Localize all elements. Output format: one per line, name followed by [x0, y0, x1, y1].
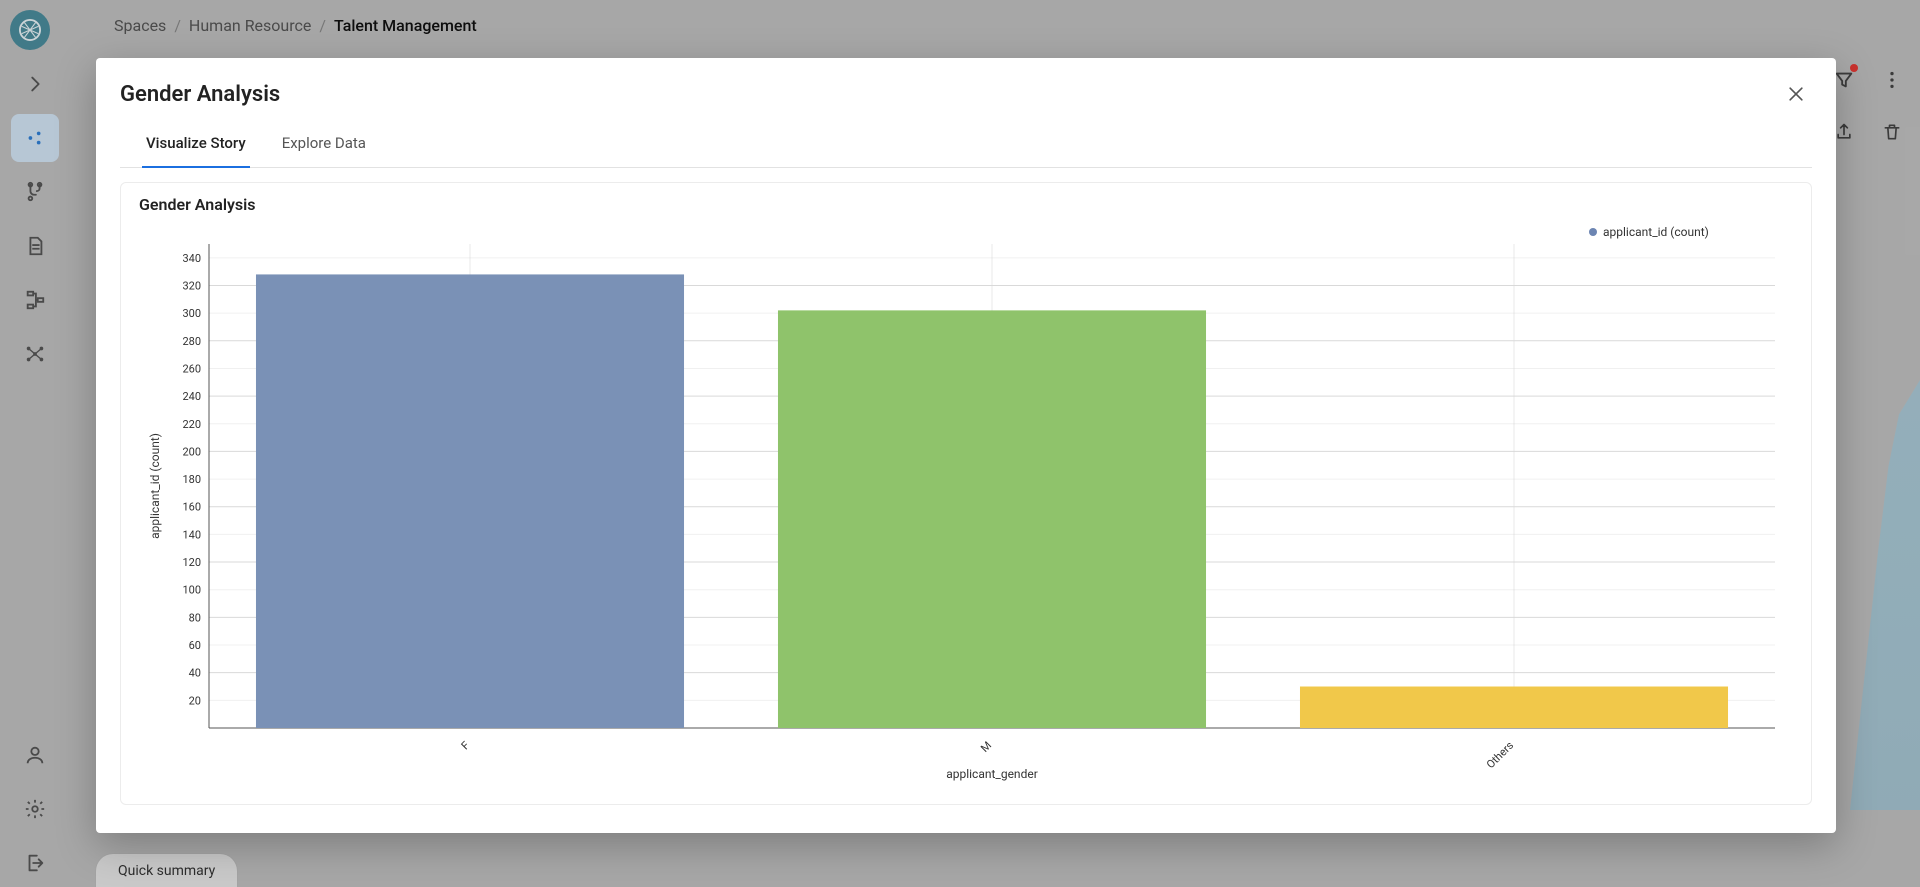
- svg-text:300: 300: [182, 307, 201, 320]
- close-icon: [1786, 84, 1806, 104]
- svg-text:120: 120: [182, 556, 201, 569]
- svg-text:140: 140: [182, 528, 201, 541]
- tab-visualize-story[interactable]: Visualize Story: [142, 124, 250, 168]
- svg-text:100: 100: [182, 584, 201, 597]
- svg-text:220: 220: [182, 418, 201, 431]
- chart-title: Gender Analysis: [139, 195, 1793, 214]
- svg-text:applicant_gender: applicant_gender: [946, 767, 1038, 781]
- svg-text:260: 260: [182, 362, 201, 375]
- svg-text:M: M: [978, 739, 994, 755]
- svg-text:340: 340: [182, 252, 201, 265]
- modal-tabs: Visualize Story Explore Data: [120, 124, 1812, 168]
- svg-text:F: F: [459, 739, 473, 753]
- modal-close-button[interactable]: [1780, 78, 1812, 110]
- svg-text:60: 60: [189, 639, 201, 652]
- bar-chart: applicant_id (count) 20 40 60 80 100 120 140 160…: [139, 214, 1793, 790]
- modal-title: Gender Analysis: [120, 82, 280, 107]
- svg-text:Others: Others: [1484, 739, 1516, 771]
- svg-text:280: 280: [182, 335, 201, 348]
- svg-text:80: 80: [189, 611, 201, 624]
- chart-card: Gender Analysis applicant_id (count) 20 40…: [120, 182, 1812, 805]
- svg-text:160: 160: [182, 501, 201, 514]
- svg-text:40: 40: [189, 667, 201, 680]
- svg-text:180: 180: [182, 473, 201, 486]
- svg-text:20: 20: [189, 694, 201, 707]
- svg-text:200: 200: [182, 445, 201, 458]
- tab-explore-data[interactable]: Explore Data: [278, 124, 370, 167]
- svg-text:applicant_id (count): applicant_id (count): [148, 433, 162, 539]
- svg-text:applicant_id (count): applicant_id (count): [1603, 225, 1709, 239]
- chart-body: applicant_id (count) 20 40 60 80 100 120 140 160…: [139, 214, 1793, 790]
- svg-text:320: 320: [182, 279, 201, 292]
- svg-text:240: 240: [182, 390, 201, 403]
- gender-analysis-modal: Gender Analysis Visualize Story Explore …: [96, 58, 1836, 833]
